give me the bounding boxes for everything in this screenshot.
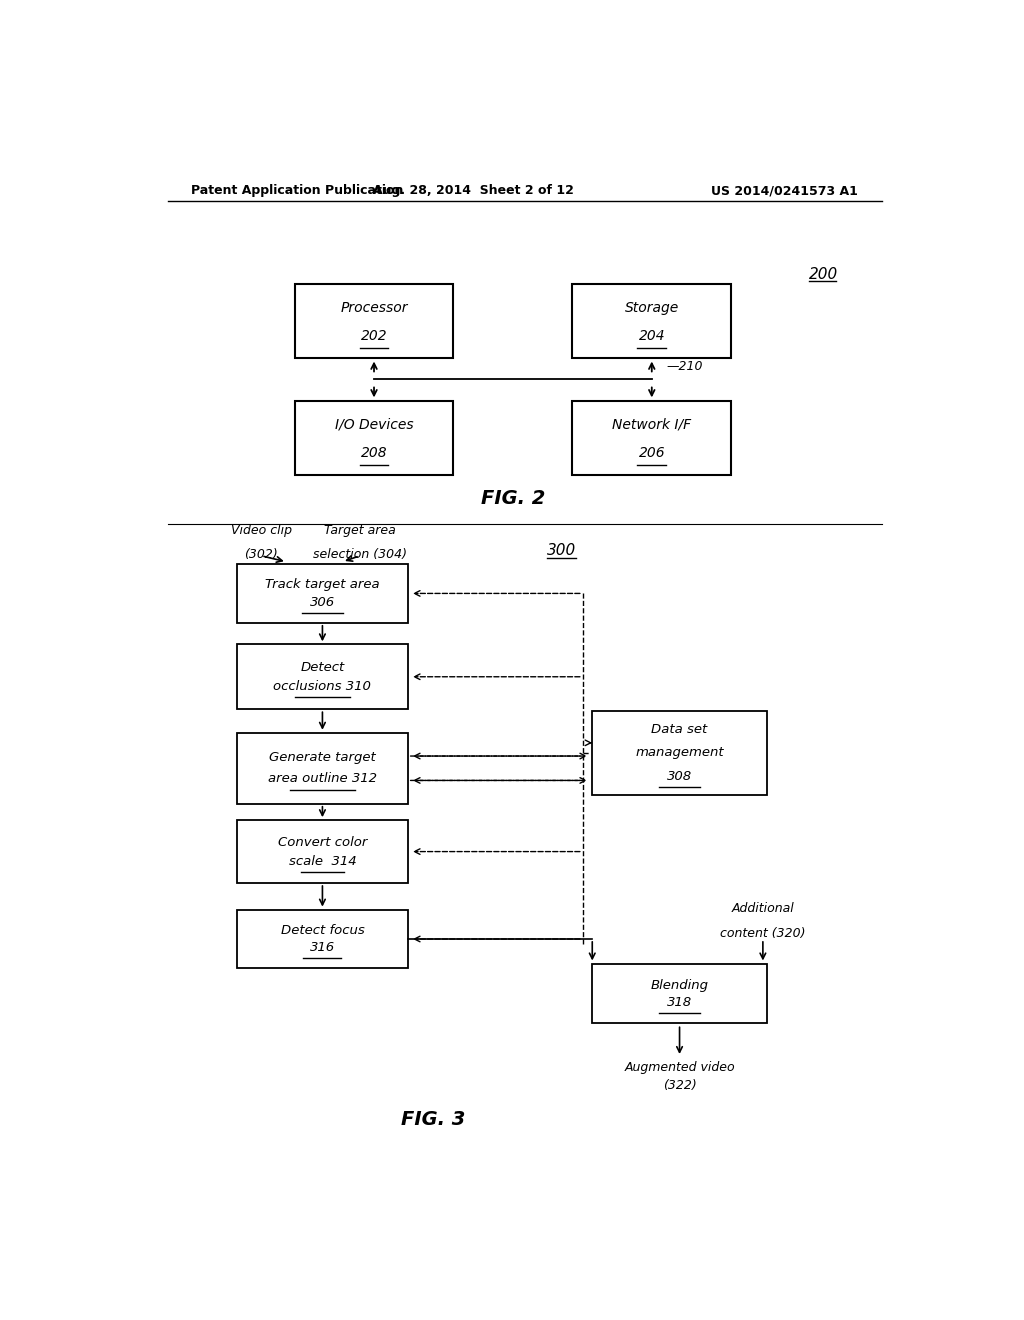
- Text: content (320): content (320): [720, 927, 806, 940]
- Text: Augmented video: Augmented video: [625, 1061, 735, 1074]
- Text: scale  314: scale 314: [289, 854, 356, 867]
- Text: 316: 316: [310, 941, 335, 954]
- Text: Processor: Processor: [340, 301, 408, 314]
- Text: Network I/F: Network I/F: [612, 417, 691, 432]
- Text: area outline 312: area outline 312: [268, 772, 377, 785]
- FancyBboxPatch shape: [238, 909, 408, 969]
- FancyBboxPatch shape: [295, 284, 454, 358]
- Text: US 2014/0241573 A1: US 2014/0241573 A1: [712, 185, 858, 198]
- Text: selection (304): selection (304): [312, 548, 407, 561]
- Text: —210: —210: [666, 360, 702, 372]
- FancyBboxPatch shape: [238, 820, 408, 883]
- Text: occlusions 310: occlusions 310: [273, 680, 372, 693]
- Text: Detect: Detect: [300, 660, 344, 673]
- Text: (302): (302): [245, 548, 279, 561]
- Text: Storage: Storage: [625, 301, 679, 314]
- FancyBboxPatch shape: [238, 733, 408, 804]
- Text: Generate target: Generate target: [269, 751, 376, 764]
- Text: 300: 300: [547, 544, 577, 558]
- Text: 206: 206: [638, 446, 666, 461]
- Text: Convert color: Convert color: [278, 836, 368, 849]
- Text: 202: 202: [360, 329, 387, 343]
- Text: Additional: Additional: [731, 902, 795, 915]
- Text: Blending: Blending: [650, 978, 709, 991]
- Text: 204: 204: [638, 329, 666, 343]
- FancyBboxPatch shape: [295, 401, 454, 474]
- Text: Target area: Target area: [324, 524, 395, 536]
- Text: I/O Devices: I/O Devices: [335, 417, 414, 432]
- FancyBboxPatch shape: [238, 564, 408, 623]
- FancyBboxPatch shape: [238, 644, 408, 709]
- FancyBboxPatch shape: [572, 284, 731, 358]
- Text: Track target area: Track target area: [265, 578, 380, 591]
- Text: 208: 208: [360, 446, 387, 461]
- FancyBboxPatch shape: [572, 401, 731, 474]
- Text: Data set: Data set: [651, 723, 708, 737]
- Text: 306: 306: [310, 595, 335, 609]
- Text: FIG. 3: FIG. 3: [401, 1110, 466, 1130]
- Text: 318: 318: [667, 997, 692, 1010]
- Text: Video clip: Video clip: [230, 524, 292, 536]
- Text: management: management: [635, 747, 724, 759]
- FancyBboxPatch shape: [592, 711, 767, 795]
- Text: 308: 308: [667, 770, 692, 783]
- Text: 200: 200: [809, 267, 839, 281]
- Text: (322): (322): [663, 1080, 696, 1092]
- Text: Detect focus: Detect focus: [281, 924, 365, 937]
- Text: Patent Application Publication: Patent Application Publication: [191, 185, 403, 198]
- Text: FIG. 2: FIG. 2: [480, 490, 545, 508]
- Text: Aug. 28, 2014  Sheet 2 of 12: Aug. 28, 2014 Sheet 2 of 12: [373, 185, 573, 198]
- FancyBboxPatch shape: [592, 965, 767, 1023]
